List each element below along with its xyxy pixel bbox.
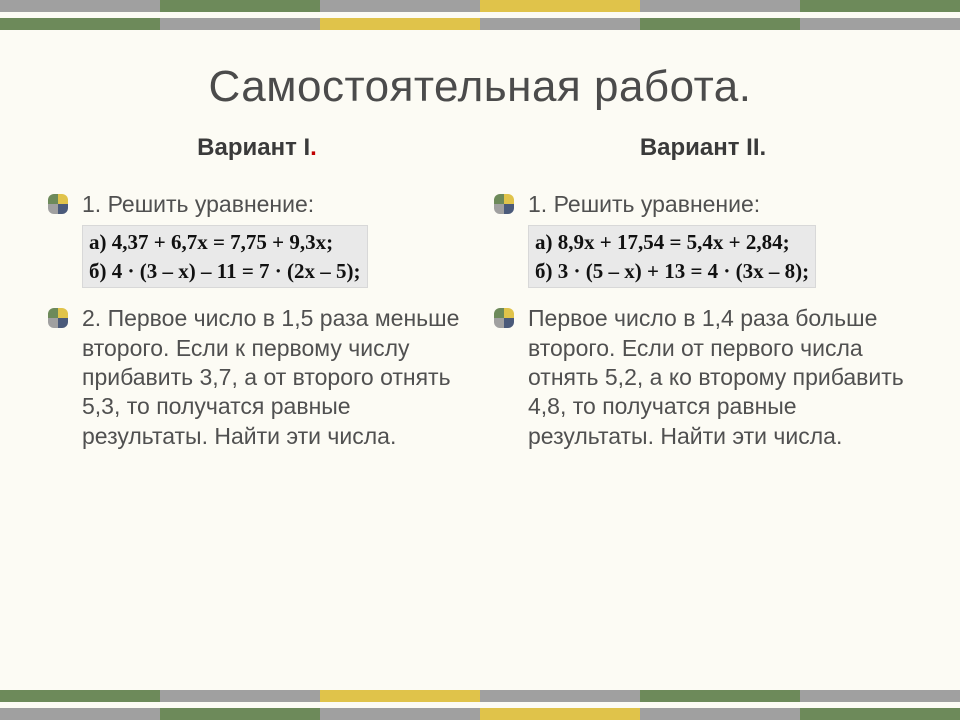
top-border — [0, 0, 960, 30]
v1-task1-label: 1. Решить уравнение: — [82, 191, 314, 217]
v2-task1-label: 1. Решить уравнение: — [528, 191, 760, 217]
variant-1-heading: Вариант I. — [48, 134, 466, 162]
v1-task2-text: 2. Первое число в 1,5 раза меньше второг… — [82, 305, 459, 449]
bullet-icon — [48, 308, 68, 328]
v1-task-2: 2. Первое число в 1,5 раза меньше второг… — [48, 304, 466, 451]
v2-task-2: Первое число в 1,4 раза больше второго. … — [494, 304, 912, 451]
v1-equations: а) 4,37 + 6,7x = 7,75 + 9,3x; б) 4 · (3 … — [82, 225, 368, 288]
v1-task-1: 1. Решить уравнение: а) 4,37 + 6,7x = 7,… — [48, 190, 466, 288]
slide-content: Самостоятельная работа. Вариант I. 1. Ре… — [0, 56, 960, 664]
variant-2-heading: Вариант II. — [494, 134, 912, 162]
v2-task-1: 1. Решить уравнение: а) 8,9x + 17,54 = 5… — [494, 190, 912, 288]
v2-task2-text: Первое число в 1,4 раза больше второго. … — [528, 305, 904, 449]
v2-equations: а) 8,9x + 17,54 = 5,4x + 2,84; б) 3 · (5… — [528, 225, 816, 288]
variant-1-column: Вариант I. 1. Решить уравнение: а) 4,37 … — [48, 134, 466, 467]
bullet-icon — [494, 194, 514, 214]
bullet-icon — [494, 308, 514, 328]
bottom-border — [0, 690, 960, 720]
bullet-icon — [48, 194, 68, 214]
variant-2-column: Вариант II. 1. Решить уравнение: а) 8,9x… — [494, 134, 912, 467]
page-title: Самостоятельная работа. — [48, 62, 912, 112]
columns: Вариант I. 1. Решить уравнение: а) 4,37 … — [48, 134, 912, 467]
